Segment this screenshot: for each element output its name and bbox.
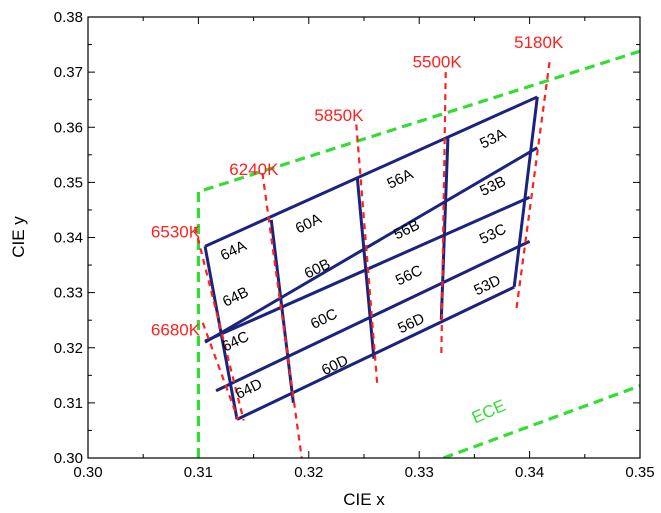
y-tick-label: 0.36 (54, 119, 83, 136)
bin-label-56c: 56C (393, 262, 425, 289)
x-tick-label: 0.35 (625, 464, 654, 481)
x-tick-label: 0.30 (73, 464, 102, 481)
bin-label-64b: 64B (220, 284, 251, 311)
grid-row-line (204, 95, 538, 248)
grid-row-line (236, 285, 515, 421)
ece-boundary-lower (442, 384, 640, 458)
bin-label-53c: 53C (477, 221, 509, 248)
y-tick-label: 0.37 (54, 64, 83, 81)
grid-column-line (512, 96, 539, 288)
bin-label-60c: 60C (308, 305, 340, 332)
bin-label-56b: 56B (391, 216, 422, 243)
y-axis-title: CIE y (9, 216, 28, 258)
bin-label-53a: 53A (477, 125, 508, 152)
cct-line-5180k (515, 62, 551, 310)
bin-label-60d: 60D (319, 352, 351, 379)
ece-boundary (196, 49, 640, 458)
ece-label: ECE (469, 396, 509, 428)
cct-line-6240k (261, 172, 303, 458)
cct-label-6240k: 6240K (229, 160, 279, 179)
cct-line-6530k (194, 226, 245, 421)
cct-label-5850k: 5850K (314, 106, 364, 125)
bin-label-60b: 60B (302, 255, 333, 282)
y-tick-label: 0.33 (54, 285, 83, 302)
y-tick-label: 0.35 (54, 174, 83, 191)
y-tick-label: 0.34 (54, 230, 83, 247)
plot-frame (87, 16, 641, 459)
x-axis-title: CIE x (343, 490, 385, 509)
bin-label-53b: 53B (477, 173, 508, 200)
cct-line-5850k (355, 124, 379, 384)
cct-lines (194, 62, 551, 458)
bin-label-56d: 56D (395, 310, 427, 337)
tick-labels: 0.30 0.31 0.32 0.33 0.34 0.35 0.30 0.31 0.32 0.33… (54, 9, 655, 481)
x-tick-label: 0.33 (405, 464, 434, 481)
x-tick-label: 0.32 (294, 464, 323, 481)
bin-label-60a: 60A (293, 210, 324, 237)
y-tick-label: 0.30 (54, 450, 83, 467)
bin-label-56a: 56A (384, 166, 415, 193)
cct-line-5500k (440, 72, 447, 358)
grid-column-line (203, 246, 239, 420)
y-tick-label: 0.32 (54, 340, 83, 357)
cct-label-5180k: 5180K (514, 33, 564, 52)
x-tick-label: 0.31 (184, 464, 213, 481)
grid-row-line (204, 146, 539, 344)
y-tick-label: 0.31 (54, 395, 83, 412)
ece-boundary-upper (196, 49, 640, 458)
cct-label-6530k: 6530K (151, 223, 201, 242)
y-tick-label: 0.38 (54, 9, 83, 26)
grid-column-line (439, 138, 450, 320)
cct-label-5500k: 5500K (413, 53, 463, 72)
grid-column-line (355, 178, 376, 359)
x-tick-label: 0.34 (515, 464, 544, 481)
cct-label-6680k: 6680K (151, 321, 201, 340)
bin-label-64a: 64A (218, 237, 249, 264)
chart-labels: 6680K6530K6240K5850K5500K5180K64A64B64C6… (151, 33, 564, 428)
